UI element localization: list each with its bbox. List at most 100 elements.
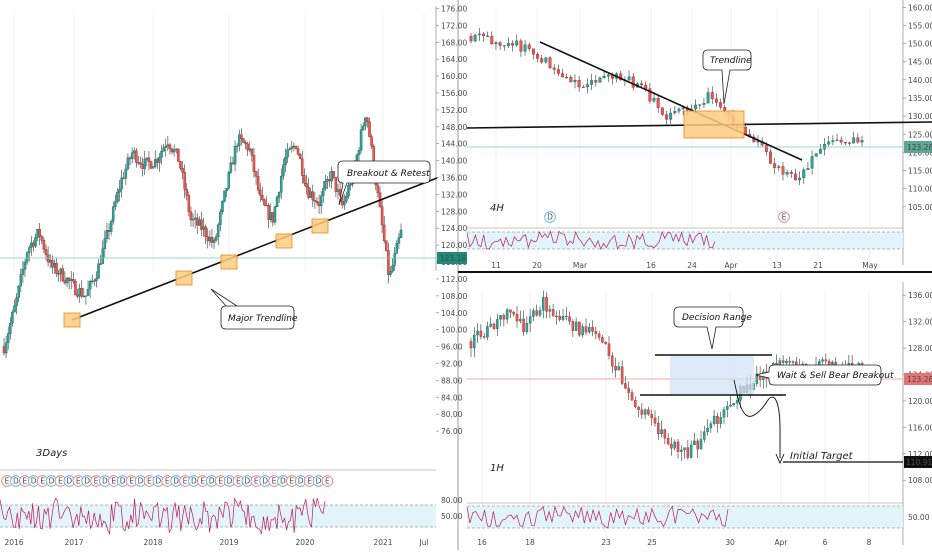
panel1-candle — [395, 243, 399, 254]
panel3-candle — [512, 312, 515, 315]
panel2-candle — [710, 92, 714, 100]
panel3-candle — [469, 341, 473, 349]
panel2-candle — [789, 172, 793, 174]
panel1-candle — [90, 280, 94, 282]
panel1-candle — [36, 229, 39, 238]
panel3-candle — [643, 409, 647, 415]
panel1-candle — [103, 238, 107, 249]
panel2-candle — [556, 69, 560, 74]
panel1-event-marker-label: E — [183, 477, 188, 486]
panel2-x-tick-label: 21 — [813, 261, 823, 270]
panel1-candle — [204, 226, 207, 237]
panel1-candle — [135, 150, 138, 163]
breakout-callout-label: Breakout & Retest — [347, 169, 430, 179]
panel2-candle — [519, 40, 523, 52]
panel1-event-marker-label: E — [76, 477, 81, 486]
panel2-candle — [619, 73, 623, 81]
panel1-candle — [143, 159, 146, 169]
panel2-x-tick-label: May — [862, 261, 878, 270]
panel2-candle — [818, 149, 822, 154]
panel1-candle — [32, 242, 35, 247]
retest-touch-box — [63, 312, 81, 328]
panel1-event-marker-label: D — [138, 477, 144, 486]
panel1-candle — [9, 323, 12, 334]
panel2-candle — [702, 102, 706, 105]
panel2-candle — [814, 153, 818, 157]
panel1-candle — [193, 217, 197, 220]
panel1-candle — [328, 179, 331, 182]
panel1-candle — [292, 145, 296, 148]
panel1-indicator-label: 50.00 — [441, 512, 463, 521]
panel1-candle — [202, 226, 205, 230]
panel1-candle — [265, 205, 268, 207]
panel1-candle — [111, 206, 115, 222]
panel1-candle — [51, 259, 54, 268]
panel1-event-marker-label: E — [272, 477, 277, 486]
panel1-candle — [65, 277, 69, 284]
panel1-event-marker-label: D — [262, 477, 268, 486]
panel2-candle — [827, 141, 831, 145]
panel1-y-tick-label: 140.00 — [441, 157, 467, 166]
panel1-candle — [48, 259, 52, 263]
panel1-x-tick-label: 2017 — [64, 538, 83, 547]
panel1-candle — [252, 154, 256, 172]
panel2-candle — [511, 43, 515, 46]
panel1-candle — [288, 148, 291, 150]
panel1-candle — [21, 269, 25, 275]
panel2-candle — [552, 67, 556, 70]
panel2-last-price-label: 123.28 — [907, 143, 932, 152]
panel1-candle — [359, 129, 363, 151]
panel1-candle — [195, 217, 199, 226]
panel3-x-tick-label: 25 — [647, 538, 657, 547]
panel3-candle — [709, 423, 713, 429]
panel2-candle — [835, 139, 839, 141]
panel1-candle — [141, 164, 144, 169]
panel3-candle — [617, 366, 621, 371]
panel1-candle — [301, 158, 304, 176]
panel2-candle — [744, 127, 747, 135]
descending-trendline — [539, 41, 803, 161]
panel1-candle — [107, 229, 111, 232]
panel1-candle — [126, 157, 130, 170]
panel3-candle — [502, 315, 506, 320]
panel1-candle — [189, 211, 193, 221]
panel1-candle — [78, 288, 81, 297]
panel1-candle — [242, 138, 245, 143]
resistance-zone — [683, 110, 745, 139]
panel2-candle — [677, 108, 681, 112]
panel2-x-tick-label: Apr — [725, 261, 739, 270]
panel3-candle — [699, 439, 703, 450]
panel3-indicator-label: 50.00 — [908, 513, 930, 522]
panel3-candle — [545, 297, 548, 312]
panel1-candle — [364, 117, 367, 127]
panel1-candle — [273, 206, 277, 223]
panel1-indicator-label: 80.00 — [441, 496, 463, 505]
panel1-candle — [153, 159, 157, 167]
panel1-candle — [137, 162, 140, 164]
panel3-x-tick-label: 23 — [601, 538, 611, 547]
panel1-y-tick-label: 88.00 — [441, 376, 463, 385]
panel1-candle — [30, 242, 33, 248]
panel1-candle — [164, 145, 167, 148]
panel1-candle — [330, 171, 333, 182]
panel3-candle — [568, 316, 571, 322]
panel2-y-tick-label: 115.00 — [908, 167, 932, 176]
panel1-candle — [93, 280, 96, 282]
panel1-event-marker-label: D — [66, 477, 72, 486]
panel1-event-marker-label: E — [94, 477, 99, 486]
panel1-candle — [349, 184, 352, 186]
panel3-candle — [574, 321, 578, 331]
panel2-y-tick-label: 125.00 — [908, 130, 932, 139]
panel1-candle — [130, 152, 134, 160]
panel1-candle — [217, 224, 220, 237]
panel2-candle — [660, 107, 664, 115]
panel1-candle — [168, 144, 172, 150]
panel3-x-tick-label: Apr — [775, 538, 789, 547]
panel1-candle — [80, 288, 83, 297]
panel3-candle — [696, 440, 699, 450]
panel1-candle — [170, 148, 174, 153]
panel1-candle — [122, 177, 125, 179]
panel1-candle — [99, 263, 102, 265]
